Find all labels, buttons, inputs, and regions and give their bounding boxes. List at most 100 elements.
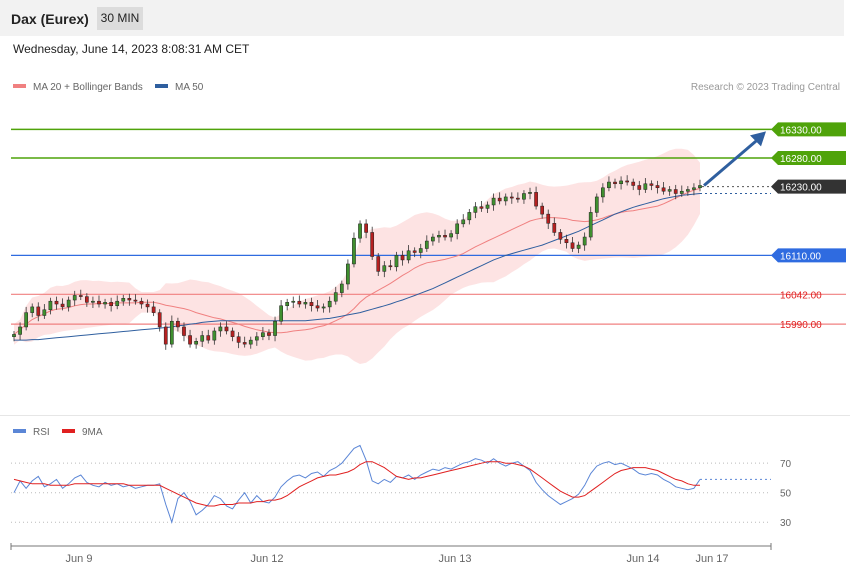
credit-text: Research © 2023 Trading Central <box>691 82 840 93</box>
candle <box>509 196 514 199</box>
candle <box>36 306 41 316</box>
legend-swatch <box>13 429 26 433</box>
x-tick-label: Jun 9 <box>66 553 93 565</box>
candle <box>236 336 241 343</box>
candle <box>12 334 16 337</box>
candle <box>230 330 235 337</box>
candle <box>382 265 387 272</box>
rsi-tick-label: 30 <box>780 518 792 529</box>
candle <box>169 320 174 345</box>
candle <box>667 189 672 192</box>
candle <box>267 332 271 336</box>
timestamp: Wednesday, June 14, 2023 8:08:31 AM CET <box>13 42 250 56</box>
candle <box>564 239 569 244</box>
candle <box>139 300 144 305</box>
candle <box>72 295 77 301</box>
candle <box>315 305 320 309</box>
candle <box>261 332 265 337</box>
candle <box>412 250 417 253</box>
candle <box>163 326 168 345</box>
candle <box>218 326 223 332</box>
forecast-arrow <box>703 138 759 187</box>
candle <box>78 295 83 297</box>
candle <box>424 240 429 249</box>
candle <box>540 205 545 215</box>
x-tick-label: Jun 17 <box>695 553 728 565</box>
candle <box>394 255 399 268</box>
candle <box>673 189 678 194</box>
candle <box>285 302 290 307</box>
level-label: 16280.00 <box>780 154 822 165</box>
candle <box>698 185 702 189</box>
candle <box>491 197 496 206</box>
candle <box>473 206 478 213</box>
candle <box>327 300 332 308</box>
rsi-tick-label: 50 <box>780 489 792 500</box>
candle <box>631 181 636 186</box>
candle <box>661 187 666 192</box>
candle <box>449 233 453 238</box>
instrument-title: Dax (Eurex) <box>11 11 89 27</box>
rsi-9ma-line <box>13 461 700 507</box>
candle <box>479 206 484 209</box>
candle <box>503 196 508 202</box>
legend-label: 9MA <box>82 427 103 438</box>
candle <box>607 181 611 189</box>
candle <box>400 255 405 261</box>
candle <box>406 250 411 261</box>
candle <box>467 212 472 221</box>
candle <box>588 212 593 238</box>
level-tag <box>771 151 846 165</box>
candle <box>115 300 120 307</box>
candle <box>145 303 150 308</box>
bollinger-band <box>14 148 700 364</box>
rsi-tick-label: 70 <box>780 459 792 470</box>
x-tick-label: Jun 13 <box>438 553 471 565</box>
candle <box>127 298 132 301</box>
legend-label: RSI <box>33 427 50 438</box>
legend-label: MA 20 + Bollinger Bands <box>33 82 143 93</box>
candle <box>455 223 460 234</box>
ma20-line <box>13 187 701 335</box>
candle <box>339 283 344 293</box>
forecast-arrow-head <box>750 131 766 147</box>
candle <box>60 303 65 308</box>
candle <box>133 299 138 302</box>
candle <box>625 180 630 183</box>
level-tag <box>771 248 846 263</box>
legend-swatch <box>155 84 168 88</box>
candle <box>66 299 71 308</box>
candle <box>346 263 350 285</box>
candle <box>91 300 95 303</box>
level-label: 15990.00 <box>780 320 822 331</box>
candle <box>30 306 35 313</box>
candle <box>273 320 277 336</box>
legend-label: MA 50 <box>175 82 204 93</box>
x-tick-label: Jun 12 <box>250 553 283 565</box>
level-tag <box>771 122 846 137</box>
candle <box>303 302 308 305</box>
candle <box>582 236 587 246</box>
candle <box>42 309 47 316</box>
candle <box>437 235 441 238</box>
candle <box>333 292 338 302</box>
candle <box>194 341 198 345</box>
timeframe-button[interactable]: 30 MIN <box>97 7 143 30</box>
candle <box>558 232 563 240</box>
candle <box>594 196 599 213</box>
candle <box>418 248 423 253</box>
level-label: 16110.00 <box>780 251 821 262</box>
candle <box>388 265 393 268</box>
candle <box>109 302 113 307</box>
candle <box>352 237 356 265</box>
candle <box>522 193 526 200</box>
candle <box>534 192 538 207</box>
candle <box>643 183 648 190</box>
candle <box>297 300 302 305</box>
candle <box>48 300 53 311</box>
candle <box>364 223 368 233</box>
candle <box>84 296 89 303</box>
candle <box>188 335 192 345</box>
candle <box>497 197 502 202</box>
